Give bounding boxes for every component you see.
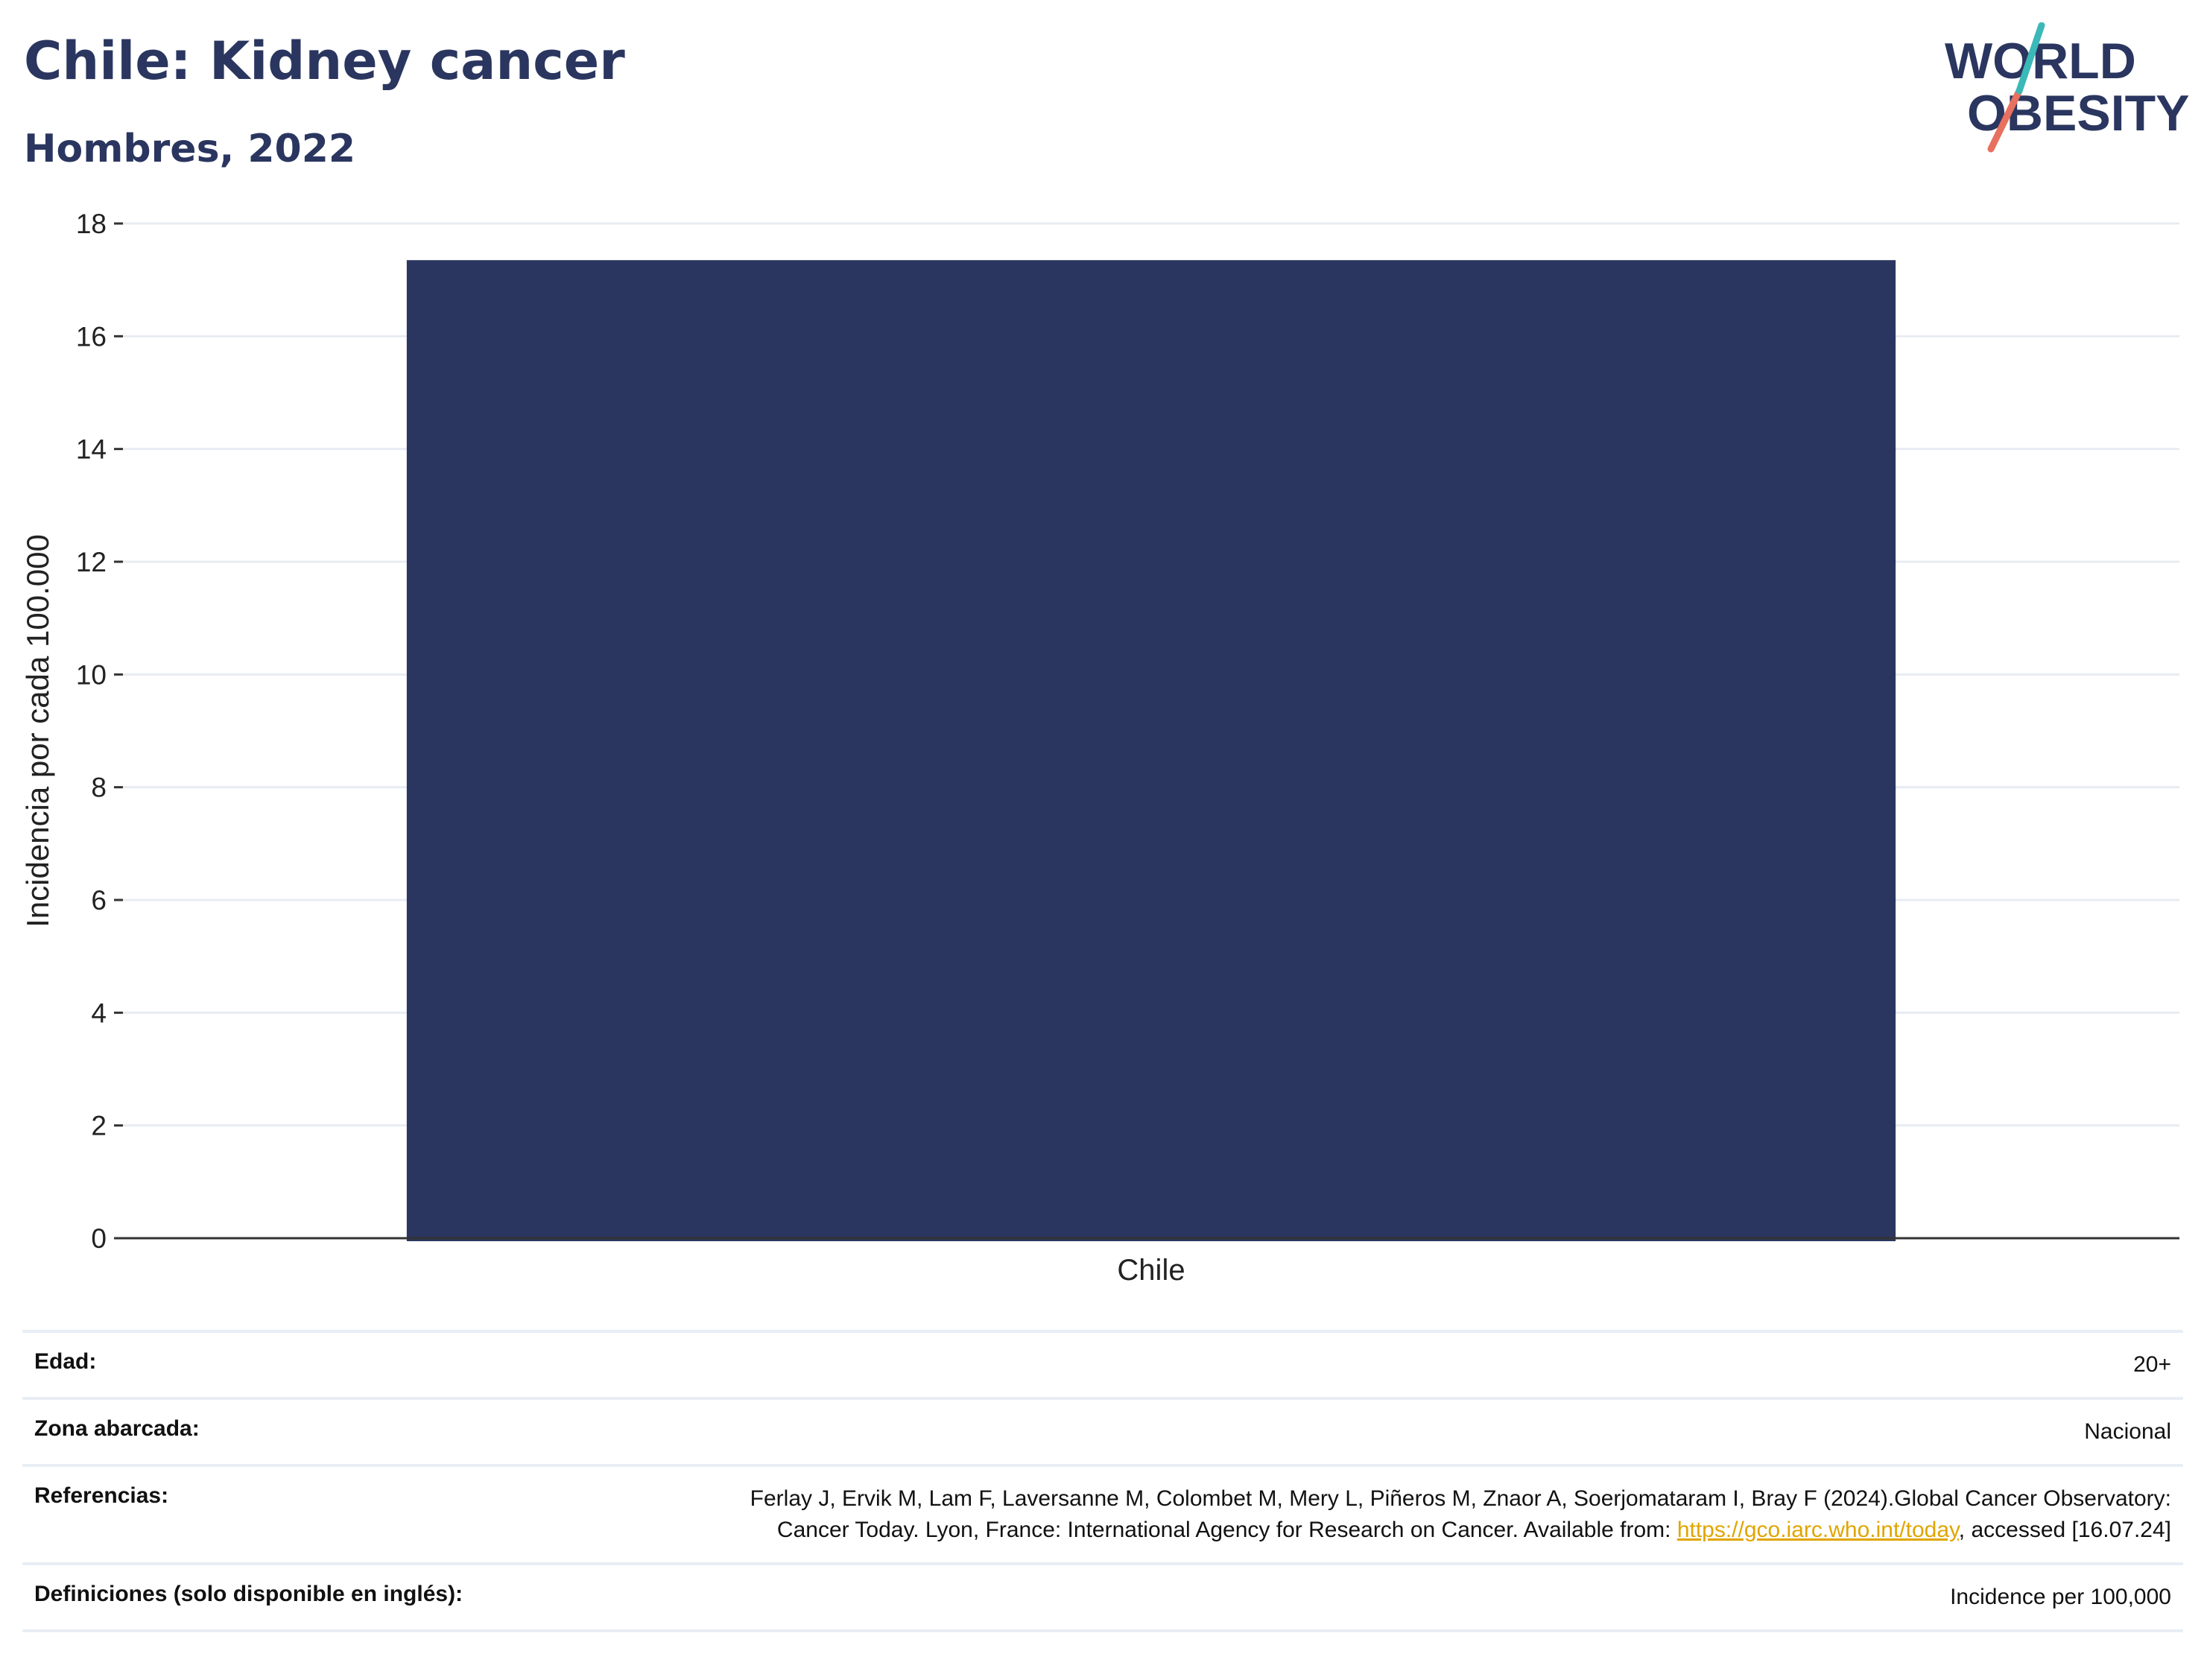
info-row-references: Referencias: Ferlay J, Ervik M, Lam F, L… [22, 1464, 2183, 1565]
coverage-value: Nacional [717, 1397, 2183, 1467]
bar-chile[interactable] [406, 260, 1896, 1241]
definitions-value: Incidence per 100,000 [717, 1562, 2183, 1632]
world-obesity-logo: WORLD OBESITY [1945, 22, 2190, 153]
references-value: Ferlay J, Ervik M, Lam F, Laversanne M, … [717, 1464, 2183, 1565]
x-tick-label: Chile [1117, 1254, 1185, 1287]
y-tick-label: 14 [76, 434, 107, 465]
y-tick-label: 18 [76, 209, 107, 239]
references-label: Referencias: [22, 1464, 717, 1565]
references-text-2: , accessed [16.07.24] [1958, 1518, 2171, 1542]
logo-line-1: WORLD [1945, 33, 2136, 89]
info-row-coverage: Zona abarcada: Nacional [22, 1397, 2183, 1467]
logo-slash-lower [1987, 87, 2023, 153]
age-value: 20+ [717, 1330, 2183, 1400]
y-tick-label: 6 [91, 885, 107, 916]
y-tick-label: 8 [91, 773, 107, 803]
coverage-label: Zona abarcada: [22, 1397, 717, 1467]
y-tick-label: 16 [76, 321, 107, 352]
y-axis-title: Incidencia por cada 100.000 [20, 534, 55, 928]
y-tick-label: 2 [91, 1111, 107, 1141]
info-row-definitions: Definiciones (solo disponible en inglés)… [22, 1562, 2183, 1632]
age-label: Edad: [22, 1330, 717, 1400]
definitions-label: Definiciones (solo disponible en inglés)… [22, 1562, 717, 1632]
info-row-age: Edad: 20+ [22, 1330, 2183, 1400]
y-tick-label: 4 [91, 998, 107, 1028]
page-subtitle: Hombres, 2022 [24, 127, 356, 171]
y-tick-label: 10 [76, 659, 107, 690]
bars [406, 260, 1896, 1241]
logo-slash-upper [2015, 22, 2045, 95]
info-table: Edad: 20+ Zona abarcada: Nacional Refere… [22, 1330, 2183, 1632]
y-tick-label: 12 [76, 547, 107, 577]
page-title: Chile: Kidney cancer [24, 31, 625, 92]
y-tick-label: 0 [91, 1223, 107, 1254]
references-text-1: Ferlay J, Ervik M, Lam F, Laversanne M, … [750, 1486, 2171, 1542]
bar-chart: 0 2 4 6 8 10 12 14 16 18 Chile Incidencia por cada… [20, 209, 2179, 1287]
logo-line-2: OBESITY [1967, 85, 2190, 142]
references-link[interactable]: https://gco.iarc.who.int/today [1676, 1518, 1959, 1542]
axes: 0 2 4 6 8 10 12 14 16 18 Chile [76, 209, 2179, 1287]
